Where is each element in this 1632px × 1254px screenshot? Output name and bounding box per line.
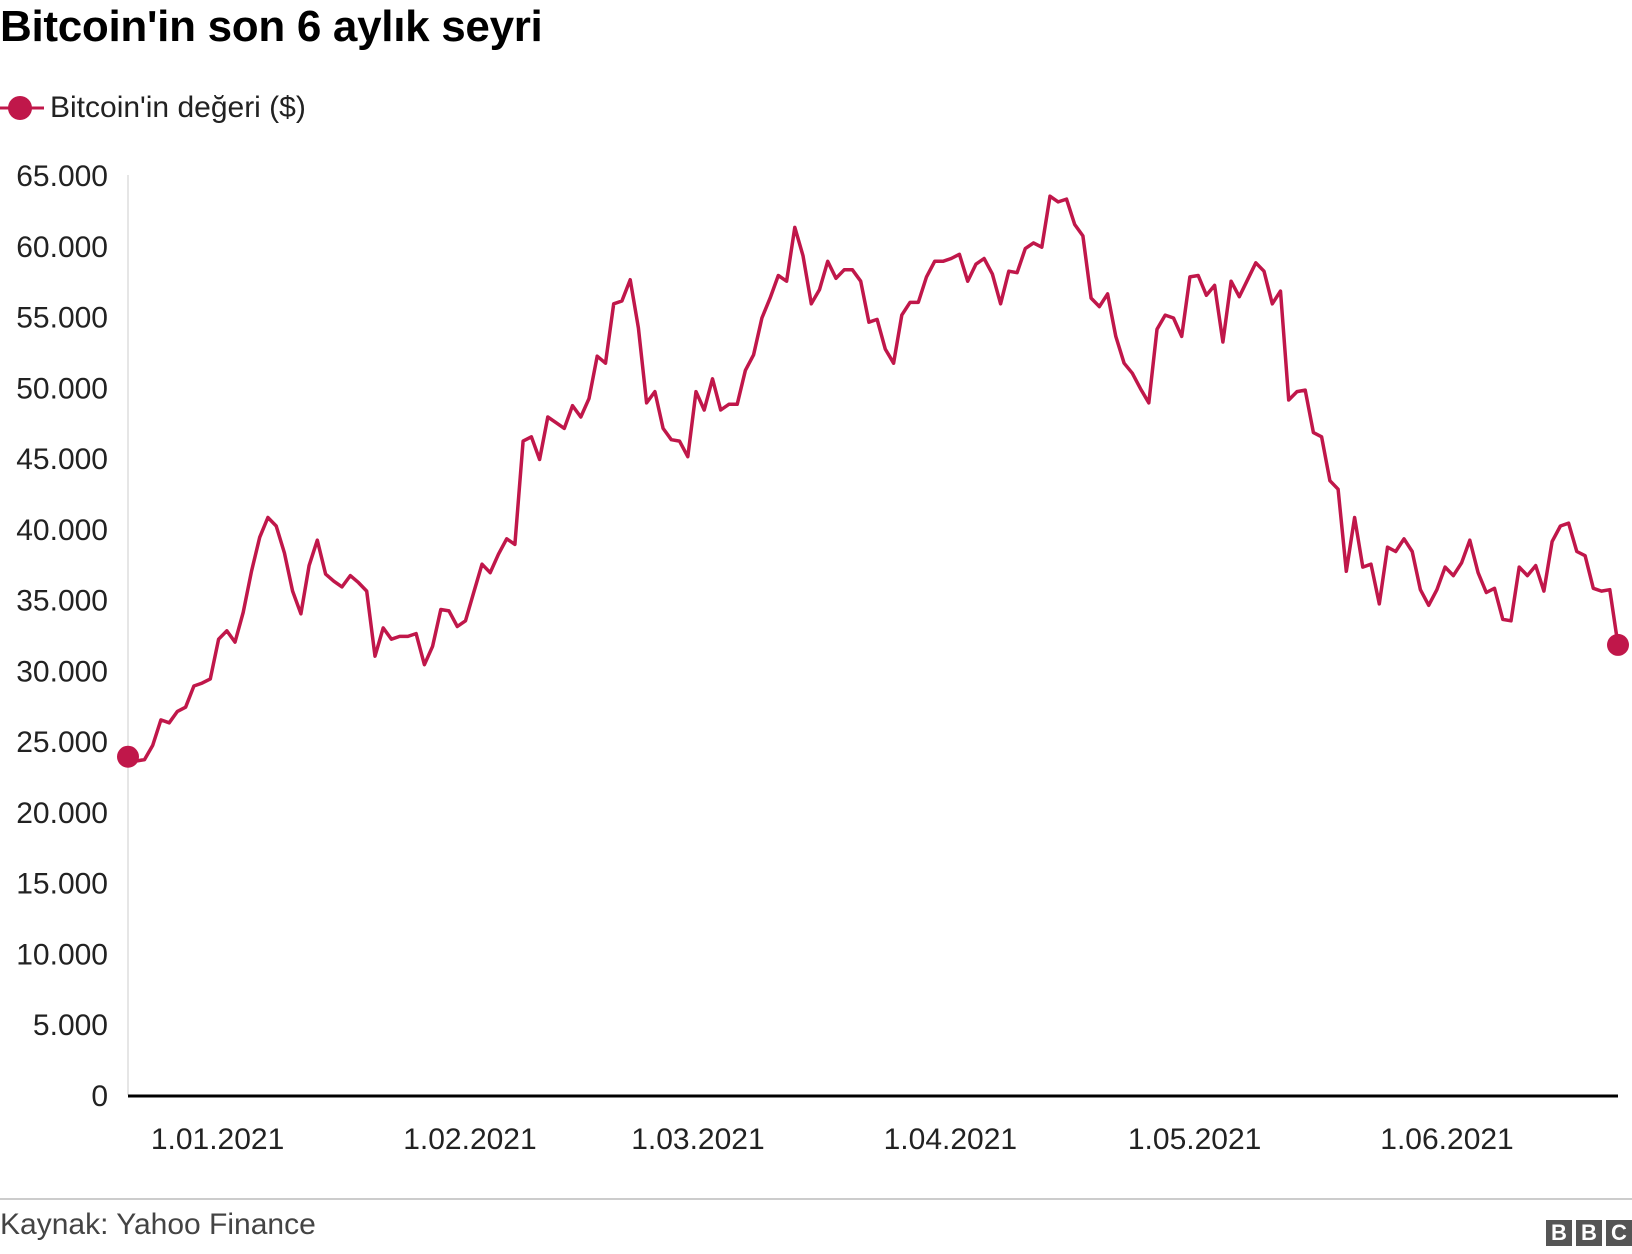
legend-marker-icon: [0, 96, 44, 120]
footer-divider: [0, 1198, 1632, 1200]
x-tick-label: 1.05.2021: [1128, 1123, 1261, 1150]
y-tick-label: 55.000: [16, 302, 108, 335]
y-tick-label: 20.000: [16, 797, 108, 830]
y-tick-label: 65.000: [16, 160, 108, 193]
y-tick-label: 0: [91, 1080, 108, 1113]
x-tick-label: 1.02.2021: [403, 1123, 536, 1150]
y-tick-label: 30.000: [16, 655, 108, 688]
x-tick-label: 1.04.2021: [884, 1123, 1017, 1150]
y-tick-label: 35.000: [16, 585, 108, 618]
bbc-logo-letter: B: [1546, 1220, 1572, 1246]
y-tick-label: 60.000: [16, 231, 108, 264]
series-line: [127, 194, 1620, 763]
bbc-logo-letter: B: [1576, 1220, 1602, 1246]
y-tick-label: 45.000: [16, 443, 108, 476]
chart-title: Bitcoin'in son 6 aylık seyri: [0, 2, 543, 51]
y-tick-label: 10.000: [16, 938, 108, 971]
y-tick-label: 50.000: [16, 372, 108, 405]
legend: Bitcoin'in değeri ($): [0, 88, 306, 128]
start-point-marker: [117, 745, 139, 768]
y-tick-label: 40.000: [16, 514, 108, 547]
y-tick-label: 25.000: [16, 726, 108, 759]
y-tick-label: 5.000: [33, 1009, 108, 1042]
x-tick-label: 1.01.2021: [151, 1123, 284, 1150]
bbc-logo-letter: C: [1606, 1220, 1632, 1246]
line-chart: 0 5.000 10.000 15.000 20.000 25.000 30.000 35.0…: [16, 160, 1629, 1150]
x-tick-label: 1.03.2021: [631, 1123, 764, 1150]
legend-label: Bitcoin'in değeri ($): [50, 91, 306, 124]
y-tick-label: 15.000: [16, 868, 108, 901]
x-tick-label: 1.06.2021: [1380, 1123, 1513, 1150]
bbc-logo: B B C: [1546, 1220, 1632, 1246]
source-note: Kaynak: Yahoo Finance: [0, 1208, 316, 1241]
end-point-marker: [1607, 633, 1629, 656]
